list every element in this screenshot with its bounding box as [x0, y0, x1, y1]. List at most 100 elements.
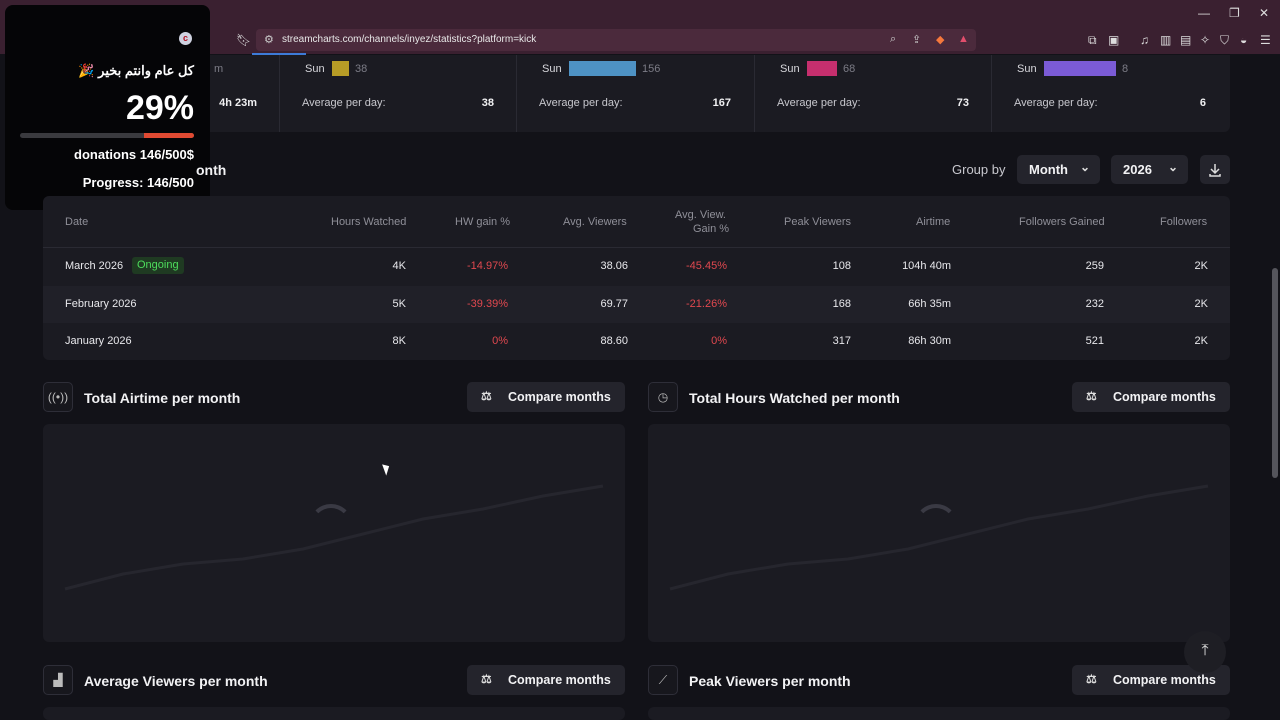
compare-months-button[interactable]: ⚖ Compare months — [1072, 665, 1230, 695]
close-icon[interactable]: ✕ — [1259, 6, 1270, 20]
zoom-icon[interactable]: ⌕ — [890, 33, 897, 45]
year-select[interactable]: 2026 ⌄ — [1111, 155, 1188, 184]
divider — [279, 55, 280, 132]
chevron-down-icon: ⌄ — [1167, 160, 1178, 174]
extensions-icon[interactable]: ⧉ — [1088, 33, 1097, 47]
table-row[interactable]: February 2026 5K -39.39% 69.77 -21.26% 168 66h… — [43, 285, 1230, 323]
menu-icon[interactable]: ☰ — [1260, 33, 1271, 47]
day-label: Sun — [780, 63, 800, 75]
compare-months-label: Compare months — [508, 673, 611, 687]
divider — [991, 55, 992, 132]
compare-months-button[interactable]: ⚖ Compare months — [1072, 382, 1230, 412]
hours-card-title: Total Hours Watched per month — [689, 390, 900, 406]
col-airtime[interactable]: Airtime — [916, 216, 951, 228]
peak-chart-card — [648, 707, 1230, 720]
group-by-label: Group by — [952, 162, 1006, 177]
wallet-icon[interactable]: ▣ — [1108, 33, 1120, 47]
col-followers[interactable]: Followers — [1160, 216, 1208, 228]
compare-months-button[interactable]: ⚖ Compare months — [467, 665, 625, 695]
col-date[interactable]: Date — [65, 216, 89, 228]
weekday-column: Sun 68 Average per day: 73 — [0, 55, 1280, 132]
avg-viewers-cell: 88.60 — [600, 335, 628, 347]
average-value: 167 — [712, 97, 731, 109]
compare-months-label: Compare months — [508, 390, 611, 404]
scale-icon: ⚖ — [1086, 389, 1097, 403]
site-info-icon[interactable]: ⚙ — [264, 34, 274, 46]
download-icon — [1209, 164, 1221, 177]
media-icon[interactable]: ♫ — [1140, 33, 1149, 47]
brand-logo-icon: c — [179, 32, 192, 45]
col-hours-watched[interactable]: Hours Watched — [331, 216, 407, 228]
average-label: Average per day: — [302, 97, 386, 109]
brave-shield-icon[interactable]: ◆ — [936, 34, 945, 46]
progress-text: Progress: 146/500 — [82, 175, 194, 190]
donation-overlay: c كل عام وانتم بخير 🎉 29% donations 146/… — [5, 5, 210, 210]
page-scrollbar[interactable] — [1272, 268, 1278, 478]
leo-icon[interactable]: ✧ — [1200, 33, 1211, 47]
avg-chart-card — [43, 707, 625, 720]
col-avg-viewers[interactable]: Avg. Viewers — [563, 216, 627, 228]
compare-months-label: Compare months — [1113, 673, 1216, 687]
download-button[interactable] — [1200, 155, 1230, 184]
rewards-icon[interactable]: ▲ — [958, 33, 969, 45]
col-followers-gained[interactable]: Followers Gained — [1019, 216, 1105, 228]
day-bar-value: 156 — [642, 63, 661, 75]
header-divider — [43, 247, 1230, 248]
average-label: Average per day: — [1014, 97, 1098, 109]
peak-cell: 168 — [832, 297, 851, 310]
date-cell: March 2026 — [65, 260, 124, 272]
sidebar-icon[interactable]: ▥ — [1160, 33, 1172, 47]
col-avg-view-gain[interactable]: Gain % — [693, 223, 730, 235]
airtime-chart-card — [43, 424, 625, 642]
group-by-value: Month — [1029, 162, 1068, 177]
greeting-text: كل عام وانتم بخير 🎉 — [78, 63, 194, 78]
status-badge: Ongoing — [132, 257, 184, 274]
col-avg-view[interactable]: Avg. View. — [675, 209, 726, 221]
bookmark-icon[interactable]: 🔖︎ — [236, 33, 252, 47]
compare-months-button[interactable]: ⚖ Compare months — [467, 382, 625, 412]
tab-icon[interactable]: ▤ — [1180, 33, 1192, 47]
avg-viewers-cell: 38.06 — [600, 260, 628, 272]
col-hw-gain[interactable]: HW gain % — [455, 216, 511, 228]
average-label: Average per day: — [777, 97, 861, 109]
avg-viewers-cell: 69.77 — [600, 297, 628, 310]
restore-icon[interactable]: ❐ — [1229, 6, 1240, 20]
progress-track — [20, 133, 194, 138]
chevron-down-icon: ⌄ — [1079, 160, 1090, 174]
day-bar-value: 8 — [1122, 63, 1129, 75]
hours-cell: 4K — [392, 260, 406, 272]
address-bar[interactable]: ⚙ streamcharts.com/channels/inyez/statis… — [256, 29, 976, 51]
line-chart-icon: ⟋ — [648, 665, 678, 695]
col-peak-viewers[interactable]: Peak Viewers — [784, 216, 852, 228]
table-row[interactable]: March 2026 Ongoing 4K -14.97% 38.06 -45.45% 10… — [43, 248, 1230, 285]
day-bar — [1044, 61, 1116, 76]
share-icon[interactable]: ⇪ — [912, 34, 922, 46]
weekday-column: Sun 38 Average per day: 38 — [0, 55, 1280, 132]
scale-icon: ⚖ — [481, 389, 492, 403]
bar-chart-icon: ▟ — [43, 665, 73, 695]
clock-icon: ◷ — [648, 382, 678, 412]
peak-card-title: Peak Viewers per month — [689, 673, 851, 689]
peak-cell: 317 — [832, 335, 851, 347]
group-by-select[interactable]: Month ⌄ — [1017, 155, 1100, 184]
minimize-icon[interactable]: — — [1198, 6, 1210, 20]
scroll-to-top-button[interactable]: ⤒ — [1184, 631, 1226, 673]
first-col-partial: m — [214, 63, 224, 75]
average-value: 6 — [1199, 97, 1206, 109]
average-label: Average per day: — [539, 97, 623, 109]
profile-icon[interactable]: ◒ — [1240, 33, 1248, 47]
loading-spinner-icon — [309, 504, 353, 548]
url-text: streamcharts.com/channels/inyez/statisti… — [282, 34, 537, 45]
progress-fill — [144, 133, 194, 138]
vpn-icon[interactable]: ⛉ — [1220, 33, 1230, 47]
weekday-column: Sun 8 Average per day: 6 — [0, 55, 1280, 132]
airtime-cell: 104h 40m — [902, 260, 951, 272]
loading-spinner-icon — [914, 504, 958, 548]
divider — [754, 55, 755, 132]
day-label: Sun — [542, 63, 562, 75]
hw-gain-cell: -14.97% — [467, 260, 508, 272]
progress-percent: 29% — [125, 89, 194, 127]
table-row[interactable]: January 2026 8K 0% 88.60 0% 317 86h 30m 521 2K — [43, 323, 1230, 360]
active-tab-indicator — [252, 53, 306, 55]
peak-cell: 108 — [832, 260, 851, 272]
